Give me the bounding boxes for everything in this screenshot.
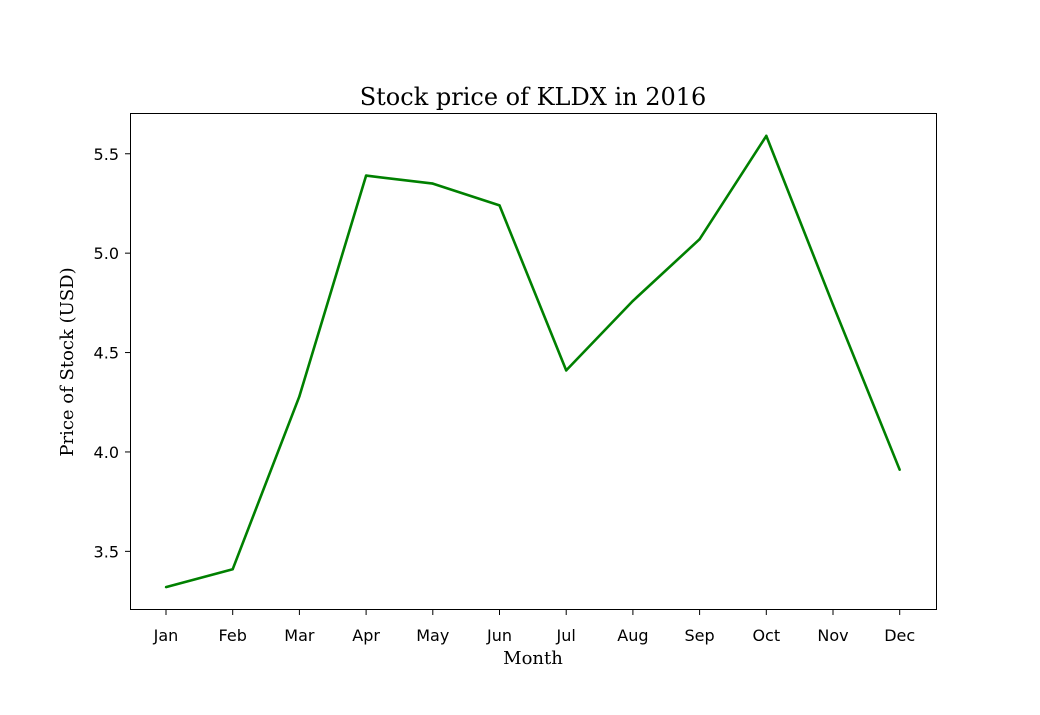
x-axis-label: Month (503, 648, 563, 669)
x-tick-label: Sep (685, 626, 715, 645)
y-tick-label: 4.0 (94, 443, 119, 462)
y-tick-label: 5.5 (94, 145, 119, 164)
y-axis-label: Price of Stock (USD) (57, 267, 78, 456)
x-tick-label: Feb (219, 626, 247, 645)
x-axis: Jan Feb Mar Apr May Jun Jul Aug Sep Oct Nov Dec (153, 609, 915, 645)
data-point (164, 585, 168, 589)
data-point (498, 204, 501, 207)
series-layer (164, 134, 901, 589)
x-tick-label: Mar (284, 626, 315, 645)
data-point (898, 468, 901, 472)
y-tick-label: 3.5 (94, 542, 119, 561)
data-point (631, 299, 635, 303)
data-point (831, 303, 835, 307)
x-tick-label: Oct (752, 626, 780, 645)
y-axis: 3.5 4.0 4.5 5.0 5.5 (94, 145, 131, 561)
x-tick-label: May (416, 626, 449, 645)
x-tick-label: Aug (617, 626, 648, 645)
plot-area-frame (130, 113, 937, 610)
series-line (165, 134, 901, 589)
x-tick-label: Jun (486, 626, 512, 645)
data-point (431, 182, 434, 185)
y-tick-label: 4.5 (94, 344, 119, 363)
data-point (698, 238, 701, 241)
data-point (364, 174, 368, 177)
x-tick-label: Jan (153, 626, 179, 645)
data-point (231, 568, 234, 571)
data-point (565, 369, 568, 372)
data-point (298, 395, 301, 398)
x-tick-label: Dec (884, 626, 915, 645)
x-tick-label: Nov (817, 626, 848, 645)
chart-title: Stock price of KLDX in 2016 (360, 83, 707, 111)
data-point (765, 134, 768, 138)
y-tick-label: 5.0 (94, 244, 119, 263)
x-tick-label: Apr (352, 626, 380, 645)
x-tick-label: Jul (556, 626, 576, 645)
